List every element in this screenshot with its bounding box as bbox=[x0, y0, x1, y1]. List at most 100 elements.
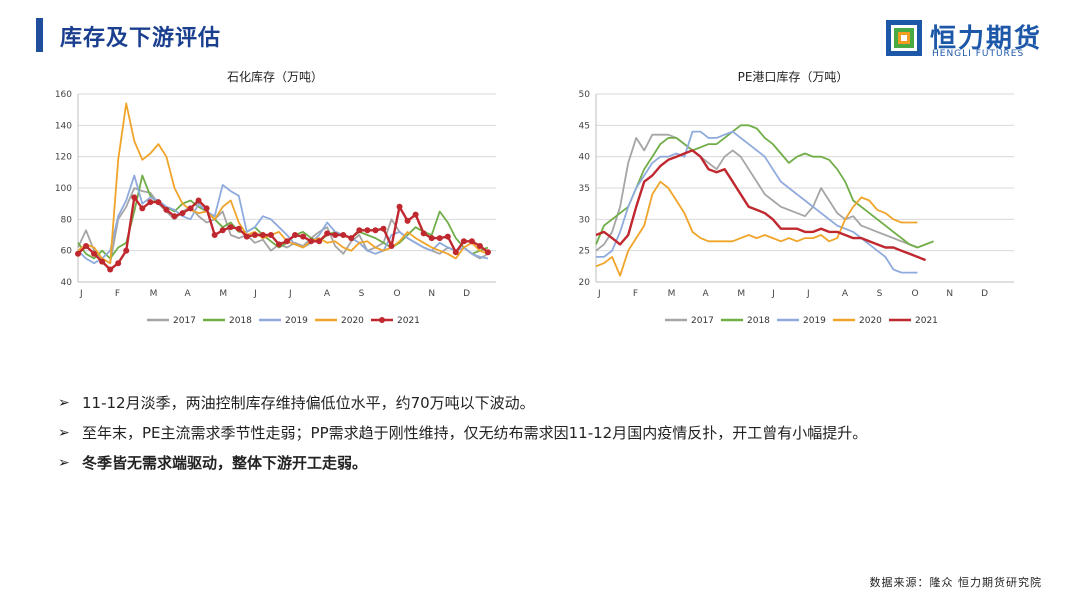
data-point-2021 bbox=[235, 225, 242, 232]
data-point-2021 bbox=[219, 227, 226, 234]
legend-label: 2020 bbox=[341, 316, 364, 326]
logo-text-en: HENGLI FUTURES bbox=[932, 49, 1025, 59]
data-point-2021 bbox=[267, 232, 274, 238]
x-tick-label: S bbox=[359, 289, 365, 299]
x-tick-label: O bbox=[912, 289, 919, 299]
bullet-text: 11-12月淡季，两油控制库存维持偏低位水平，约70万吨以下波动。 bbox=[82, 394, 535, 412]
y-tick-label: 20 bbox=[579, 278, 591, 288]
data-point-2021 bbox=[171, 213, 178, 220]
data-point-2021 bbox=[107, 266, 114, 273]
data-point-2021 bbox=[412, 211, 419, 218]
x-tick-label: N bbox=[946, 289, 953, 299]
data-point-2021 bbox=[284, 238, 290, 245]
y-tick-label: 160 bbox=[55, 90, 72, 100]
legend-label: 2017 bbox=[173, 316, 196, 326]
data-point-2021 bbox=[75, 250, 81, 257]
x-tick-label: M bbox=[150, 289, 158, 299]
y-tick-label: 80 bbox=[61, 215, 73, 225]
data-point-2021 bbox=[163, 206, 170, 213]
data-point-2021 bbox=[83, 242, 90, 249]
x-tick-label: F bbox=[115, 289, 120, 299]
bullet-text: 冬季皆无需求端驱动，整体下游开工走弱。 bbox=[82, 454, 368, 472]
data-point-2021 bbox=[147, 199, 154, 206]
x-tick-label: M bbox=[668, 289, 676, 299]
y-tick-label: 40 bbox=[579, 153, 591, 163]
series-line-2017 bbox=[77, 187, 489, 265]
data-point-2021 bbox=[308, 238, 315, 245]
x-tick-label: O bbox=[394, 289, 401, 299]
logo-text-cn: 恒力期货 bbox=[930, 24, 1043, 54]
x-tick-label: F bbox=[633, 289, 638, 299]
x-tick-label: M bbox=[737, 289, 745, 299]
series-line-2018 bbox=[77, 174, 489, 260]
data-point-2021 bbox=[259, 232, 266, 238]
data-point-2021 bbox=[388, 242, 395, 249]
data-point-2021 bbox=[476, 242, 483, 249]
bullet-item: ➢ 11-12月淡季，两油控制库存维持偏低位水平，约70万吨以下波动。 bbox=[58, 388, 1058, 418]
arrow-bullet-icon: ➢ bbox=[58, 425, 70, 441]
data-point-2021 bbox=[131, 194, 138, 201]
data-point-2021 bbox=[420, 230, 427, 237]
x-tick-label: D bbox=[463, 289, 470, 299]
data-point-2021 bbox=[460, 238, 467, 245]
series-line-2020 bbox=[77, 102, 489, 265]
data-source-note: 数据来源：隆众 恒力期货研究院 bbox=[869, 576, 1042, 589]
data-point-2021 bbox=[179, 210, 186, 217]
company-logo: 恒力期货 HENGLI FUTURES bbox=[886, 20, 1056, 60]
legend-label: 2021 bbox=[915, 316, 938, 326]
data-point-2021 bbox=[292, 232, 299, 238]
bullet-item: ➢ 冬季皆无需求端驱动，整体下游开工走弱。 bbox=[58, 448, 1058, 478]
legend-marker bbox=[379, 317, 385, 323]
bullet-item: ➢ 至年末，PE主流需求季节性走弱；PP需求趋于刚性维持，仅无纺布需求因11-1… bbox=[58, 418, 1058, 448]
x-tick-label: D bbox=[981, 289, 988, 299]
x-tick-label: J bbox=[806, 289, 810, 299]
data-point-2021 bbox=[332, 232, 339, 238]
data-point-2021 bbox=[251, 232, 258, 238]
chart-petrochemical-inventory: 石化库存（万吨） 40 60 80 100 120 140 160 J F M A M J J A S O N D 2… bbox=[40, 62, 510, 330]
chart-title: PE港口库存（万吨） bbox=[737, 70, 849, 84]
x-tick-label: A bbox=[703, 289, 710, 299]
series-line-2018 bbox=[595, 124, 934, 249]
data-point-2021 bbox=[155, 199, 162, 206]
legend-label: 2019 bbox=[803, 316, 826, 326]
bullet-text: 至年末，PE主流需求季节性走弱；PP需求趋于刚性维持，仅无纺布需求因11-12月… bbox=[82, 424, 868, 442]
data-point-2021 bbox=[364, 227, 371, 234]
y-tick-label: 40 bbox=[61, 278, 73, 288]
data-point-2021 bbox=[436, 235, 443, 242]
series-line-2019 bbox=[77, 174, 489, 265]
arrow-bullet-icon: ➢ bbox=[58, 395, 70, 411]
y-tick-label: 25 bbox=[579, 247, 590, 257]
series-line-2017 bbox=[595, 133, 918, 252]
logo-mark-icon bbox=[886, 20, 922, 56]
data-point-2021 bbox=[115, 260, 122, 267]
title-accent-bar bbox=[36, 18, 43, 52]
series-line-2021 bbox=[595, 149, 927, 262]
data-point-2021 bbox=[444, 233, 451, 240]
data-point-2021 bbox=[300, 233, 307, 240]
data-point-2021 bbox=[452, 249, 459, 256]
data-point-2021 bbox=[203, 205, 210, 212]
x-tick-label: A bbox=[324, 289, 331, 299]
y-tick-label: 100 bbox=[55, 184, 72, 194]
data-point-2021 bbox=[340, 232, 347, 238]
x-tick-label: J bbox=[79, 289, 83, 299]
legend-label: 2021 bbox=[397, 316, 420, 326]
data-point-2021 bbox=[187, 205, 194, 212]
x-tick-label: J bbox=[288, 289, 292, 299]
x-tick-label: J bbox=[253, 289, 257, 299]
data-point-2021 bbox=[139, 205, 146, 212]
legend-label: 2020 bbox=[859, 316, 882, 326]
chart-title: 石化库存（万吨） bbox=[226, 70, 323, 84]
legend-label: 2017 bbox=[691, 316, 714, 326]
data-point-2021 bbox=[380, 225, 387, 232]
series-line-2021 bbox=[77, 196, 489, 271]
chart-plot: 40 60 80 100 120 140 160 J F M A M J J A S O N D 2017 2018 20… bbox=[55, 90, 496, 326]
y-tick-label: 50 bbox=[579, 90, 591, 100]
data-point-2021 bbox=[195, 197, 202, 204]
data-point-2021 bbox=[211, 232, 218, 238]
x-tick-label: J bbox=[771, 289, 775, 299]
y-tick-label: 140 bbox=[55, 121, 72, 131]
bullet-list: ➢ 11-12月淡季，两油控制库存维持偏低位水平，约70万吨以下波动。 ➢ 至年… bbox=[58, 388, 1058, 478]
data-point-2021 bbox=[316, 238, 323, 245]
data-point-2021 bbox=[99, 258, 106, 265]
